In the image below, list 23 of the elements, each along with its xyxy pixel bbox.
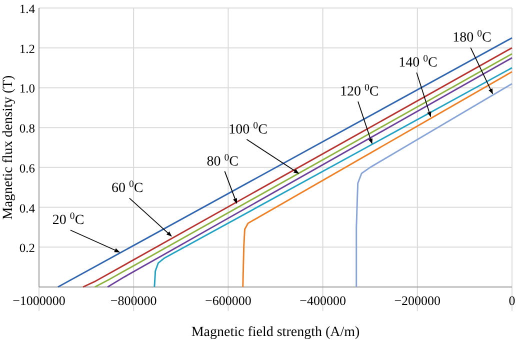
x-tick-label: −600000 <box>205 293 252 308</box>
line-series <box>154 67 513 288</box>
x-tick-label: −800000 <box>110 293 157 308</box>
y-tick-label: 0.6 <box>19 161 35 176</box>
y-tick-label: 1.0 <box>19 82 35 96</box>
x-tick-label: −1000000 <box>12 293 66 308</box>
y-axis-title: Magnetic flux density (T) <box>1 75 16 220</box>
annotation: 80 $^{0}$C <box>206 152 238 170</box>
x-tick-label: −200000 <box>394 293 441 308</box>
annotation: 180 $^{0}$C <box>452 28 492 46</box>
x-tick-label: 0 <box>508 293 516 308</box>
y-tick-label: 1.4 <box>19 2 36 16</box>
y-tick-label: 1.2 <box>19 42 35 56</box>
annotation: 60 $^{0}$C <box>111 178 144 196</box>
x-tick-label: −400000 <box>300 293 346 308</box>
annotation: 140 $^{0}$C <box>398 53 438 71</box>
annotation: 120 $^{0}$C <box>340 82 379 100</box>
y-tick-label: 0.2 <box>19 241 35 256</box>
x-axis-title: Magnetic field strength (A/m) <box>191 325 360 340</box>
y-tick-label: 0.8 <box>19 122 35 136</box>
y-tick-label: 0.4 <box>19 201 36 216</box>
annotation: 20 $^{0}$C <box>52 210 84 228</box>
annotation: 100 $^{0}$C <box>228 120 268 138</box>
